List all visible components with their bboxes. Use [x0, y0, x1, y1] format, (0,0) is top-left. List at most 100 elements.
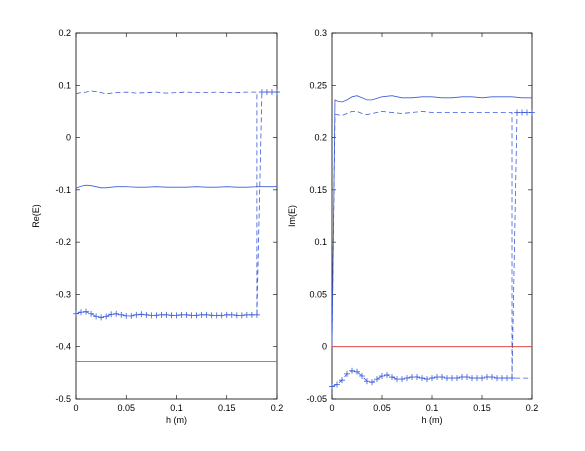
y-tick-label: 0.3 [314, 28, 327, 38]
x-tick-label: 0.15 [473, 403, 491, 413]
y-tick-label: 0 [66, 133, 71, 143]
y-tick-label: 0.2 [58, 28, 71, 38]
series-2-point [93, 313, 100, 320]
series-2-point [228, 311, 235, 318]
series-2-point [248, 311, 255, 318]
series-2-point [193, 312, 200, 319]
series-2-point [454, 375, 460, 382]
series-2-point [339, 377, 345, 384]
series-2-point [414, 374, 420, 381]
series-2-point [173, 312, 180, 319]
y-tick-label: -0.05 [306, 394, 327, 404]
series-2-point [223, 311, 230, 318]
series-2-point [78, 309, 85, 316]
y-tick-label: 0 [322, 342, 327, 352]
x-tick-label: 0.2 [526, 403, 539, 413]
x-axis-label: h (m) [166, 415, 187, 425]
series-1-line [331, 110, 532, 379]
series-2-point [243, 311, 250, 318]
right-panel-im-e: 0 0.05 0.1 0.15 0.2-0.0500.050.10.150.20.250… [287, 28, 538, 425]
series-2-point [113, 310, 120, 317]
y-axis-label: Re(E) [31, 204, 41, 228]
series-2-point [133, 311, 140, 318]
series-2-point [263, 89, 270, 96]
series-2-point [359, 372, 365, 379]
series-2-point [369, 379, 375, 386]
series-2-point [188, 312, 195, 319]
y-tick-label: -0.3 [55, 289, 71, 299]
series-2-point [178, 311, 185, 318]
y-tick-label: -0.2 [55, 237, 71, 247]
series-2-point [158, 311, 165, 318]
series-2-point [168, 312, 175, 319]
series-2-point [118, 311, 125, 318]
series-2-point [399, 376, 405, 383]
series-2-point [208, 312, 215, 319]
series-2-point [143, 311, 150, 318]
series-2-point [364, 378, 370, 385]
y-tick-label: 0.2 [314, 133, 327, 143]
series-2-point [344, 370, 350, 377]
series-2-point [138, 311, 145, 318]
series-2-point [218, 312, 225, 319]
series-2-point [424, 376, 430, 383]
series-2-point [233, 312, 240, 319]
series-2-point [334, 381, 340, 388]
x-tick-label: 0.05 [373, 403, 391, 413]
series-2-point [108, 311, 115, 318]
series-2-point [439, 374, 445, 381]
series-2-point [213, 312, 220, 319]
series-2-point [384, 371, 390, 378]
series-0-line [331, 95, 532, 347]
y-tick-label: 0.1 [314, 237, 327, 247]
y-tick-label: 0.05 [309, 289, 327, 299]
series-0-line [75, 184, 277, 189]
series-2-point [83, 308, 90, 315]
x-tick-label: 0.15 [218, 403, 236, 413]
y-tick-label: 0.15 [309, 185, 327, 195]
series-2-point [389, 374, 395, 381]
series-2-point [73, 310, 79, 317]
series-2-point [163, 311, 170, 318]
series-2-point [268, 89, 275, 96]
series-2-point [128, 312, 135, 319]
series-1-line [75, 90, 258, 316]
series-2-point [238, 312, 245, 319]
series-2-point [198, 311, 205, 318]
series-2-point [203, 311, 210, 318]
x-tick-label: 0.1 [170, 403, 183, 413]
series-2-point [253, 311, 260, 318]
series-2-point [464, 374, 470, 381]
series-2-point [98, 314, 105, 321]
series-2-point [379, 372, 385, 379]
series-2-point [529, 109, 535, 116]
series-2-point [404, 375, 410, 382]
series-2-point [489, 374, 495, 381]
series-2-point [509, 375, 515, 382]
series-2-point [148, 312, 155, 319]
y-tick-label: 0.1 [58, 80, 71, 90]
series-2-point [153, 312, 160, 319]
series-2-point [354, 368, 360, 375]
x-tick-label: 0.1 [426, 403, 439, 413]
series-2-point [374, 376, 380, 383]
x-tick-label: 0 [73, 403, 78, 413]
series-2-point [274, 89, 280, 96]
series-2-point [429, 375, 435, 382]
series-2-point [419, 375, 425, 382]
x-tick-label: 0.2 [271, 403, 284, 413]
series-2-point [183, 311, 190, 318]
y-tick-label: -0.5 [55, 394, 71, 404]
x-tick-label: 0 [329, 403, 334, 413]
y-axis-label: Im(E) [287, 205, 297, 227]
series-2-point [103, 313, 110, 320]
series-2-point [479, 375, 485, 382]
series-2-point [88, 310, 95, 317]
series-2-point [349, 367, 355, 374]
series-2-point [123, 312, 130, 319]
left-panel-re-e: 0 0.05 0.1 0.15 0.2 -0.5 -0.4 -0.3 -0.2 -0.1 0 0.1 0… [31, 28, 283, 425]
series-2-point [329, 383, 335, 390]
x-axis-label: h (m) [422, 415, 443, 425]
series-2-point [258, 89, 265, 96]
